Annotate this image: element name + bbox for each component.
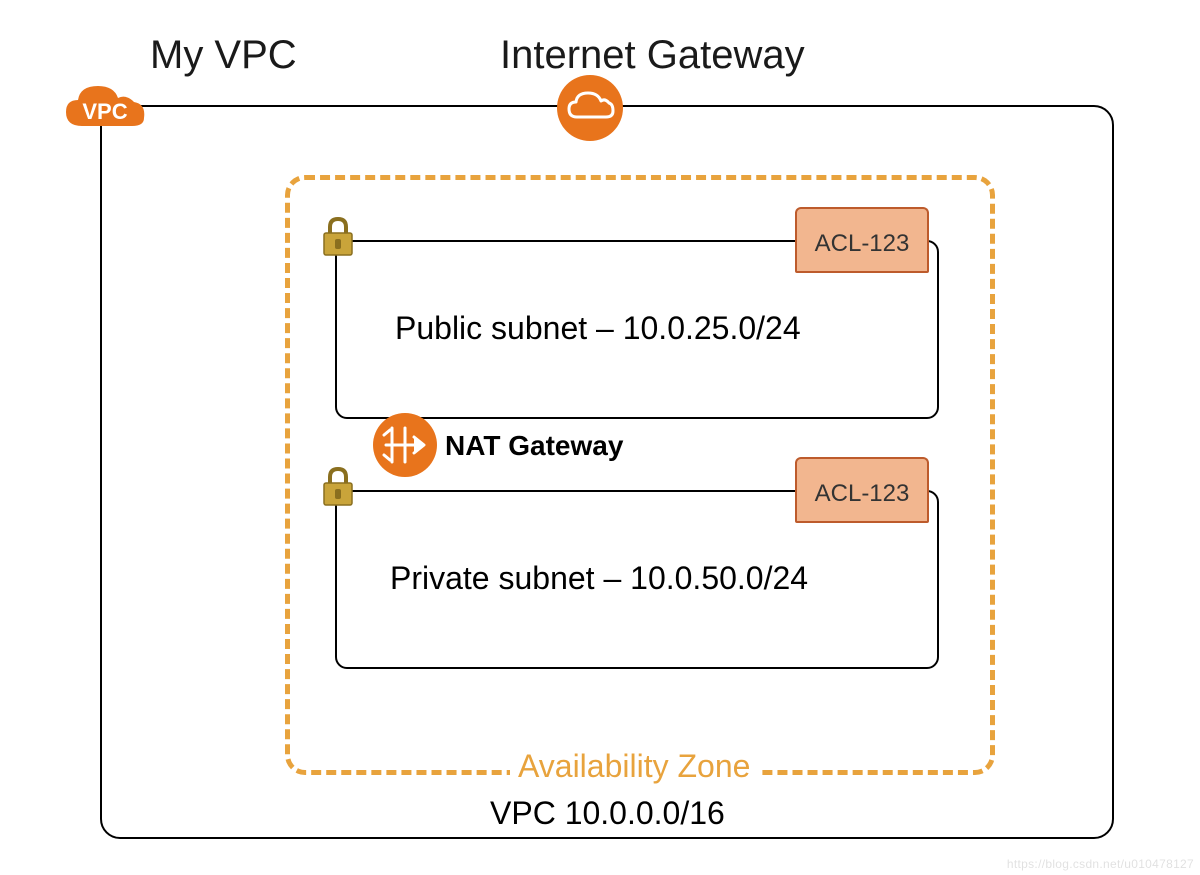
internet-gateway-icon: [555, 73, 625, 143]
nat-gateway-label: NAT Gateway: [445, 430, 623, 462]
private-subnet-label: Private subnet – 10.0.50.0/24: [390, 560, 808, 597]
watermark: https://blog.csdn.net/u010478127: [1007, 857, 1194, 871]
acl-label: ACL-123: [815, 230, 910, 258]
igw-title: Internet Gateway: [500, 33, 805, 78]
availability-zone-label: Availability Zone: [510, 748, 758, 785]
vpc-badge-text: VPC: [82, 99, 127, 124]
nat-gateway-icon: [370, 410, 440, 480]
vpc-icon: VPC: [60, 78, 150, 138]
acl-badge: ACL-123: [795, 215, 929, 273]
public-subnet-label: Public subnet – 10.0.25.0/24: [395, 310, 801, 347]
vpc-title: My VPC: [150, 33, 297, 78]
lock-icon: [320, 215, 356, 257]
vpc-cidr-label: VPC 10.0.0.0/16: [490, 795, 725, 832]
acl-label: ACL-123: [815, 480, 910, 508]
lock-icon: [320, 465, 356, 507]
acl-badge: ACL-123: [795, 465, 929, 523]
